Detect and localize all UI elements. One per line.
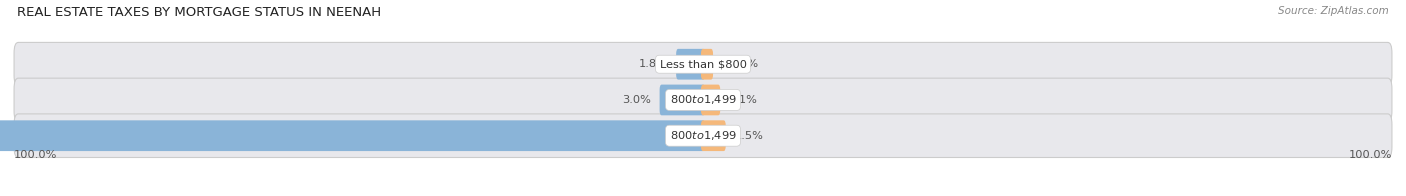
Text: 0.58%: 0.58% — [723, 59, 758, 69]
FancyBboxPatch shape — [702, 120, 725, 151]
Text: 1.5%: 1.5% — [735, 131, 763, 141]
FancyBboxPatch shape — [0, 120, 704, 151]
FancyBboxPatch shape — [702, 85, 720, 115]
Text: 1.1%: 1.1% — [730, 95, 758, 105]
FancyBboxPatch shape — [702, 49, 713, 80]
Text: 100.0%: 100.0% — [1348, 150, 1392, 160]
Text: $800 to $1,499: $800 to $1,499 — [669, 129, 737, 142]
FancyBboxPatch shape — [659, 85, 704, 115]
Text: 3.0%: 3.0% — [621, 95, 651, 105]
FancyBboxPatch shape — [14, 114, 1392, 158]
Text: $800 to $1,499: $800 to $1,499 — [669, 93, 737, 106]
Text: 1.8%: 1.8% — [638, 59, 668, 69]
Text: Source: ZipAtlas.com: Source: ZipAtlas.com — [1278, 6, 1389, 16]
Text: 100.0%: 100.0% — [14, 150, 58, 160]
Text: Less than $800: Less than $800 — [659, 59, 747, 69]
Text: REAL ESTATE TAXES BY MORTGAGE STATUS IN NEENAH: REAL ESTATE TAXES BY MORTGAGE STATUS IN … — [17, 6, 381, 19]
FancyBboxPatch shape — [676, 49, 704, 80]
FancyBboxPatch shape — [14, 78, 1392, 122]
FancyBboxPatch shape — [14, 42, 1392, 86]
